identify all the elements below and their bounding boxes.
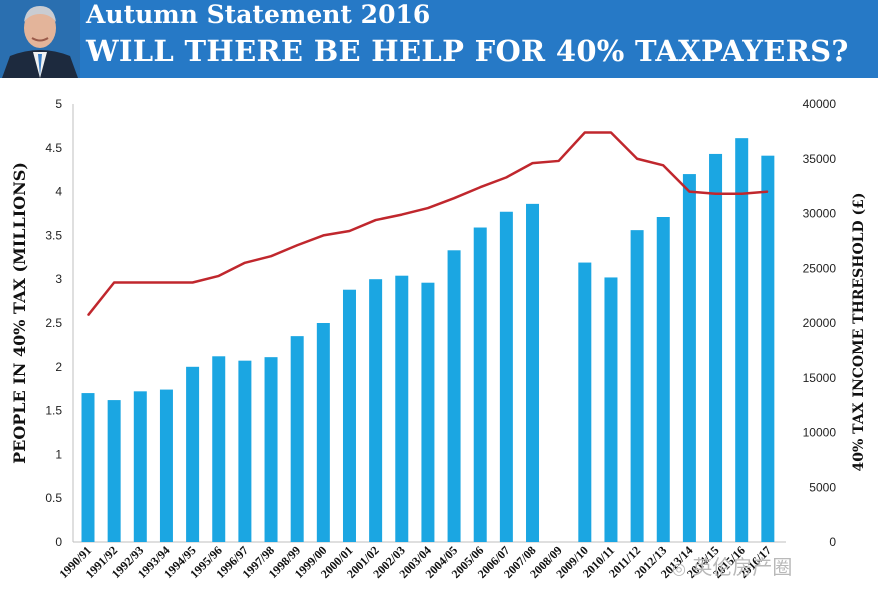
y-tick-left-2.5: 2.5 bbox=[45, 316, 62, 330]
bar-2004/05 bbox=[447, 250, 461, 543]
bar-2001/02 bbox=[369, 279, 383, 542]
y-tick-left-3: 3 bbox=[55, 272, 62, 286]
threshold-point-2007/08 bbox=[532, 162, 534, 164]
y-tick-left-2: 2 bbox=[55, 360, 62, 374]
y-tick-left-4.5: 4.5 bbox=[45, 141, 62, 155]
threshold-point-2006/07 bbox=[505, 176, 507, 178]
bar-2011/12 bbox=[630, 230, 644, 543]
y-tick-right-0: 0 bbox=[829, 535, 836, 549]
watermark-text: 英伦房产圈 bbox=[692, 555, 793, 579]
y-tick-left-1.5: 1.5 bbox=[45, 404, 62, 418]
bar-1997/98 bbox=[264, 357, 278, 542]
y-tick-left-0.5: 0.5 bbox=[45, 491, 62, 505]
y-tick-left-0: 0 bbox=[55, 535, 62, 549]
bar-2010/11 bbox=[604, 277, 618, 542]
bar-2015/16 bbox=[735, 138, 749, 542]
bar-2000/01 bbox=[342, 289, 356, 542]
threshold-point-1991/92 bbox=[113, 281, 115, 283]
threshold-point-2003/04 bbox=[427, 207, 429, 209]
header-subtitle: Autumn Statement 2016 bbox=[86, 0, 431, 29]
bar-1991/92 bbox=[107, 400, 121, 542]
threshold-point-2016/17 bbox=[767, 191, 769, 193]
threshold-point-1994/95 bbox=[192, 281, 194, 283]
threshold-point-2011/12 bbox=[636, 158, 638, 160]
bar-series bbox=[81, 138, 775, 543]
watermark: ◎ 英伦房产圈 bbox=[672, 551, 792, 580]
y-tick-right-5000: 5000 bbox=[809, 480, 836, 494]
y-tick-left-3.5: 3.5 bbox=[45, 228, 62, 242]
threshold-point-1993/94 bbox=[165, 281, 167, 283]
chancellor-photo bbox=[0, 0, 80, 78]
header-banner: Autumn Statement 2016 WILL THERE BE HELP… bbox=[0, 0, 878, 78]
bar-2006/07 bbox=[499, 211, 513, 543]
y-tick-right-40000: 40000 bbox=[803, 97, 837, 111]
y-axis-label-left: PEOPLE IN 40% TAX (MILLIONS) bbox=[10, 162, 29, 464]
bar-2012/13 bbox=[656, 217, 670, 542]
threshold-point-2012/13 bbox=[662, 164, 664, 166]
bar-2009/10 bbox=[578, 262, 592, 542]
y-tick-left-1: 1 bbox=[55, 447, 62, 461]
bar-1995/96 bbox=[212, 356, 226, 542]
threshold-point-2005/06 bbox=[479, 186, 481, 188]
threshold-point-2002/03 bbox=[401, 214, 403, 216]
bar-1998/99 bbox=[290, 336, 304, 542]
threshold-series bbox=[87, 131, 769, 317]
threshold-point-2014/15 bbox=[715, 193, 717, 195]
bar-2013/14 bbox=[682, 174, 696, 542]
y-tick-labels-left: 0 0.5 1 1.5 2 2.5 3 3.5 4 4.5 5 bbox=[45, 97, 62, 549]
y-tick-right-30000: 30000 bbox=[803, 207, 837, 221]
wechat-icon: ◎ bbox=[672, 559, 686, 578]
y-tick-right-35000: 35000 bbox=[803, 152, 837, 166]
threshold-point-2015/16 bbox=[741, 193, 743, 195]
threshold-point-1990/91 bbox=[87, 314, 89, 316]
y-tick-labels-right: 0 5000 10000 15000 20000 25000 30000 35000 40000 bbox=[803, 97, 837, 549]
bar-2002/03 bbox=[395, 275, 409, 542]
bar-1999/00 bbox=[316, 323, 330, 542]
threshold-point-2001/02 bbox=[375, 219, 377, 221]
threshold-point-1999/00 bbox=[322, 234, 324, 236]
threshold-point-2004/05 bbox=[453, 197, 455, 199]
y-tick-right-25000: 25000 bbox=[803, 261, 837, 275]
bar-1990/91 bbox=[81, 393, 95, 542]
bar-2014/15 bbox=[709, 153, 723, 542]
y-axis-label-right: 40% TAX INCOME THRESHOLD (£) bbox=[851, 193, 867, 472]
x-tick-labels: 1990/911991/921992/931993/941994/951995/… bbox=[56, 543, 774, 581]
threshold-point-1995/96 bbox=[218, 275, 220, 277]
threshold-point-1998/99 bbox=[296, 244, 298, 246]
y-tick-left-5: 5 bbox=[55, 97, 62, 111]
threshold-point-2000/01 bbox=[348, 230, 350, 232]
threshold-point-1997/98 bbox=[270, 255, 272, 257]
bar-1996/97 bbox=[238, 360, 252, 542]
y-tick-right-20000: 20000 bbox=[803, 316, 837, 330]
threshold-point-2013/14 bbox=[688, 191, 690, 193]
threshold-point-2008/09 bbox=[558, 160, 560, 162]
threshold-point-2009/10 bbox=[584, 131, 586, 133]
y-tick-right-15000: 15000 bbox=[803, 371, 837, 385]
bar-2007/08 bbox=[526, 203, 540, 542]
threshold-point-1992/93 bbox=[139, 281, 141, 283]
header-title: WILL THERE BE HELP FOR 40% TAXPAYERS? bbox=[86, 34, 849, 68]
y-tick-left-4: 4 bbox=[55, 185, 62, 199]
bar-1993/94 bbox=[159, 389, 173, 542]
bar-1992/93 bbox=[133, 391, 147, 542]
bar-2005/06 bbox=[473, 227, 487, 543]
bar-2003/04 bbox=[421, 282, 435, 542]
threshold-point-2010/11 bbox=[610, 131, 612, 133]
bar-1994/95 bbox=[186, 366, 200, 542]
y-tick-right-10000: 10000 bbox=[803, 426, 837, 440]
threshold-point-1996/97 bbox=[244, 262, 246, 264]
bar-2016/17 bbox=[761, 155, 775, 542]
